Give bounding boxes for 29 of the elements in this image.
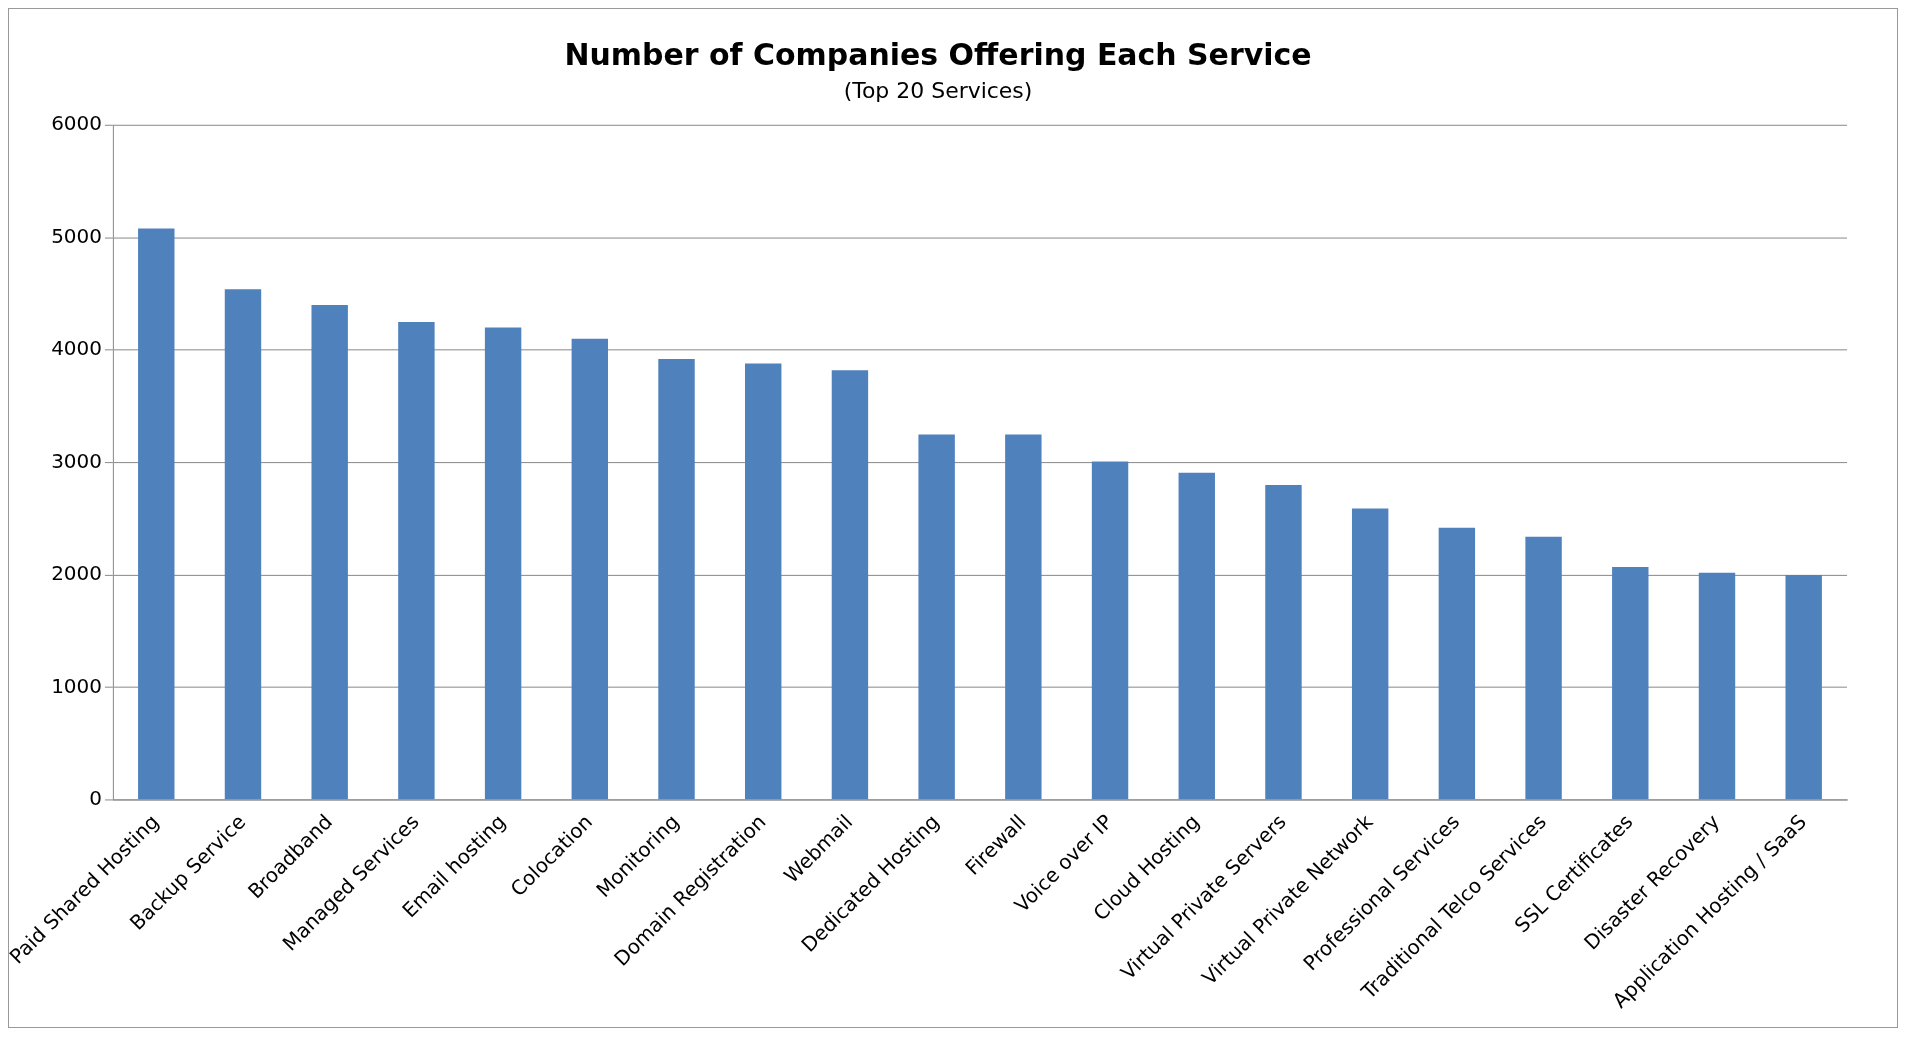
bar [745, 363, 782, 800]
chart-title: Number of Companies Offering Each Service [564, 36, 1312, 72]
bar [1698, 572, 1736, 800]
bar [1351, 508, 1389, 800]
bar [1005, 434, 1042, 800]
bar [918, 434, 955, 800]
bar [1178, 472, 1215, 800]
bar [224, 289, 262, 800]
y-tick-label: 1000 [51, 673, 102, 698]
chart-subtitle: (Top 20 Services) [843, 77, 1033, 103]
bar [1438, 527, 1476, 800]
bar [398, 321, 435, 800]
y-tick-label: 6000 [51, 111, 102, 136]
bar [1525, 536, 1562, 800]
bar [658, 359, 695, 800]
y-tick-label: 4000 [51, 336, 102, 361]
y-tick-label: 0 [89, 786, 102, 811]
bar [571, 338, 609, 800]
bar [1091, 461, 1129, 800]
bar [311, 305, 348, 800]
bar [831, 370, 869, 800]
bar [484, 327, 522, 800]
y-tick-label: 3000 [51, 448, 102, 473]
bar [1785, 574, 1822, 800]
bar [138, 228, 175, 800]
y-tick-label: 2000 [51, 561, 102, 586]
y-tick-label: 5000 [51, 223, 102, 248]
bar [1612, 567, 1649, 800]
bar [1265, 485, 1302, 800]
